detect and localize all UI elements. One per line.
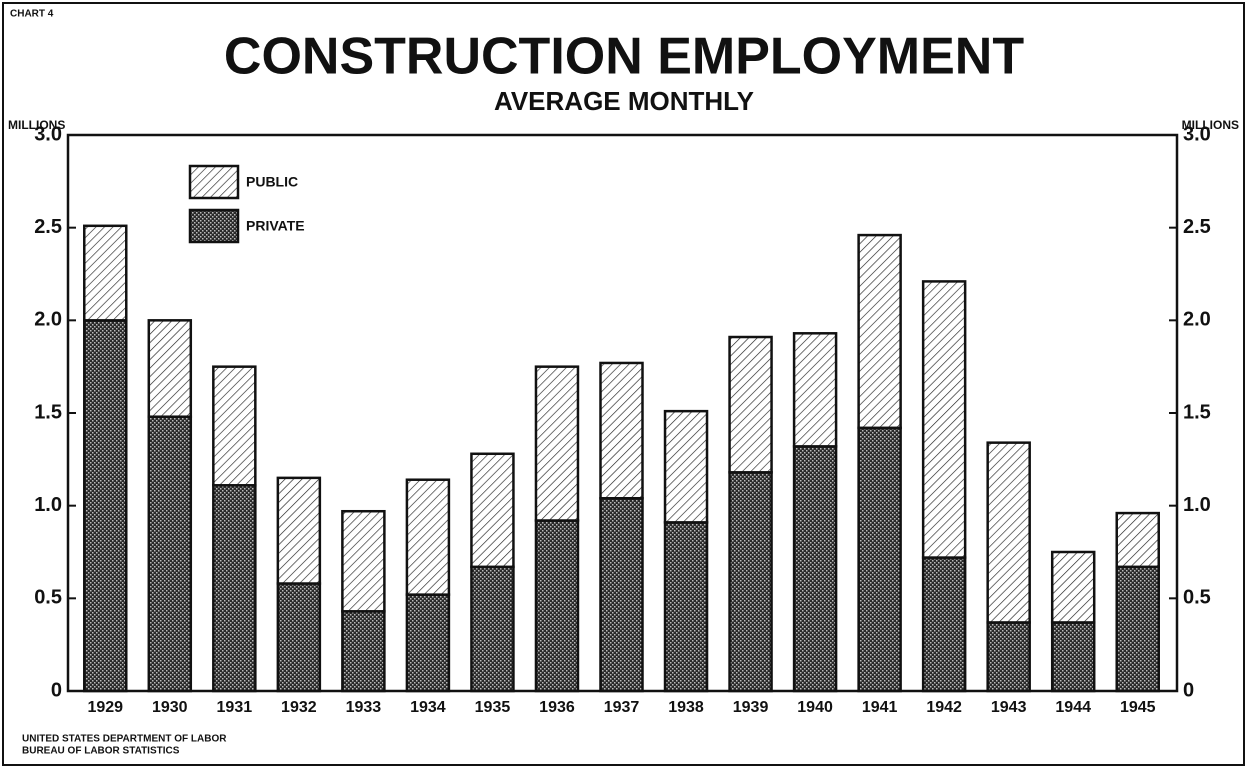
bar-segment	[728, 471, 773, 693]
y-tick-label: 2.5	[34, 216, 62, 238]
bar-segment	[341, 610, 386, 693]
bar-segment	[83, 319, 128, 693]
y-tick-label: 1.0	[34, 494, 62, 516]
bar-segment	[276, 582, 322, 693]
x-tick-label: 1943	[991, 699, 1027, 716]
source-line: UNITED STATES DEPARTMENT OF LABOR	[22, 734, 227, 745]
bar-segment	[663, 409, 709, 524]
y-tick-label: 0.5	[34, 587, 62, 609]
y2-tick-label: 2.5	[1183, 216, 1211, 238]
legend-swatch	[188, 164, 240, 200]
bar-segment	[405, 478, 451, 596]
bar-segment	[1050, 621, 1096, 693]
bar-segment	[857, 426, 902, 693]
chart-subtitle: AVERAGE MONTHLY	[494, 86, 754, 116]
bar-segment	[792, 332, 838, 448]
bar-segment	[1050, 550, 1096, 624]
x-tick-label: 1941	[862, 699, 898, 716]
y2-tick-label: 1.5	[1183, 401, 1211, 423]
y-tick-label: 2.0	[34, 309, 62, 331]
bar-segment	[1115, 565, 1160, 693]
bar-segment	[405, 593, 451, 693]
x-tick-label: 1933	[346, 699, 382, 716]
x-tick-label: 1931	[217, 699, 253, 716]
y2-tick-label: 1.0	[1183, 494, 1211, 516]
bar-segment	[470, 452, 515, 569]
bar-segment	[212, 365, 257, 487]
bar-segment	[341, 509, 386, 613]
x-tick-label: 1940	[797, 699, 833, 716]
chart-label: CHART 4	[10, 9, 54, 20]
x-tick-label: 1930	[152, 699, 188, 716]
legend-label: PRIVATE	[246, 218, 305, 234]
x-tick-label: 1932	[281, 699, 317, 716]
bar-segment	[663, 521, 709, 693]
bar-segment	[599, 497, 644, 693]
bar-segment	[276, 476, 322, 585]
y2-tick-label: 0.5	[1183, 587, 1211, 609]
bar-segment	[857, 233, 902, 430]
bar-segment	[986, 441, 1031, 624]
x-tick-label: 1944	[1055, 699, 1091, 716]
y2-tick-label: 3.0	[1183, 123, 1211, 145]
y2-axis-label: MILLIONS	[1182, 118, 1239, 132]
bar-segment	[147, 415, 193, 693]
chart-title: CONSTRUCTION EMPLOYMENT	[224, 28, 1024, 86]
legend-swatch	[188, 208, 240, 244]
bar-segment	[792, 445, 838, 693]
x-tick-label: 1945	[1120, 699, 1156, 716]
bar-segment	[147, 319, 193, 418]
y-axis-label: MILLIONS	[8, 118, 65, 132]
bar-segment	[83, 224, 128, 322]
x-tick-label: 1935	[475, 699, 511, 716]
y-tick-label: 3.0	[34, 123, 62, 145]
y2-tick-label: 2.0	[1183, 309, 1211, 331]
bar-segment	[212, 484, 257, 693]
x-tick-label: 1939	[733, 699, 769, 716]
x-tick-label: 1938	[668, 699, 704, 716]
x-tick-label: 1929	[87, 699, 123, 716]
y-tick-label: 1.5	[34, 401, 62, 423]
x-tick-label: 1942	[926, 699, 962, 716]
x-tick-label: 1936	[539, 699, 575, 716]
bar-segment	[534, 519, 580, 693]
y2-tick-label: 0	[1183, 679, 1194, 701]
bar-segment	[1115, 511, 1160, 569]
x-tick-label: 1937	[604, 699, 640, 716]
legend-label: PUBLIC	[246, 174, 298, 190]
bar-segment	[728, 335, 773, 474]
bar-segment	[534, 365, 580, 522]
source-line: BUREAU OF LABOR STATISTICS	[22, 746, 180, 757]
bar-segment	[470, 565, 515, 693]
bar-segment	[986, 621, 1031, 693]
bar-segment	[921, 280, 967, 559]
y-tick-label: 0	[51, 679, 62, 701]
bar-segment	[921, 556, 967, 693]
x-tick-label: 1934	[410, 699, 446, 716]
bar-segment	[599, 361, 644, 500]
